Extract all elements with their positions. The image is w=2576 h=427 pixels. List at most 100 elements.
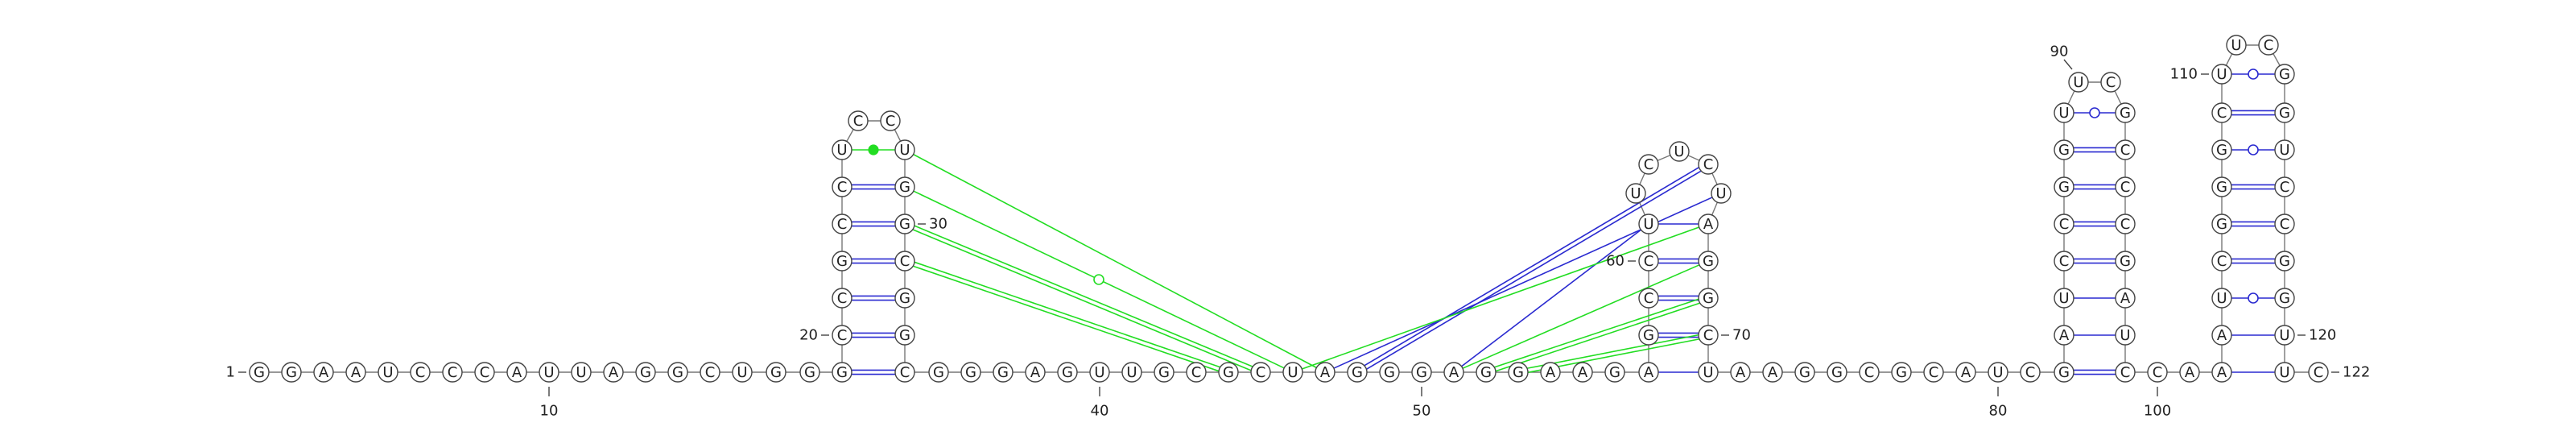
nucleotide-letter: G — [899, 327, 910, 344]
nucleotide-letter: G — [2120, 253, 2131, 270]
position-label: 40 — [1091, 403, 1109, 420]
nucleotide-letter: C — [2120, 216, 2131, 233]
nucleotide-letter: A — [2217, 364, 2227, 381]
nucleotide-circle — [894, 139, 915, 160]
nucleotide-circle — [894, 176, 915, 197]
nucleotide-letter: C — [900, 253, 910, 270]
nucleotide-circle — [2100, 72, 2121, 93]
base-pair — [1462, 264, 1700, 369]
nucleotide-circle — [2115, 251, 2136, 272]
nucleotide-letter: U — [2279, 327, 2289, 344]
nucleotide-letter: G — [1643, 327, 1654, 344]
nucleotide-circle — [2054, 176, 2074, 197]
nucleotide-circle — [2115, 214, 2136, 234]
nucleotide-circle — [2115, 325, 2136, 346]
position-label: 100 — [2144, 403, 2171, 420]
nucleotide-circle — [2115, 362, 2136, 383]
nucleotide-letter: A — [2185, 364, 2195, 381]
nucleotide-circle — [313, 362, 334, 383]
nucleotide-circle — [539, 362, 559, 383]
nucleotide-letter: G — [1609, 364, 1620, 381]
nucleotide-circle — [2274, 362, 2295, 383]
nucleotide-circle — [700, 362, 720, 383]
nucleotide-circle — [928, 362, 949, 383]
nucleotide-letter: G — [2058, 179, 2070, 196]
nucleotide-letter: U — [1630, 185, 1641, 202]
position-label: 1 — [226, 364, 235, 381]
nucleotide-letter: A — [1768, 364, 1778, 381]
nucleotide-circle — [848, 110, 869, 131]
nucleotide-circle — [993, 362, 1013, 383]
nucleotide-circle — [1698, 214, 1719, 234]
nucleotide-letter: G — [770, 364, 782, 381]
base-pair — [1461, 229, 1641, 367]
nucleotide-letter: G — [933, 364, 944, 381]
nucleotide-letter: A — [2120, 290, 2131, 307]
nucleotide-circle — [1057, 362, 1078, 383]
nucleotide-letter: U — [1643, 216, 1653, 233]
nucleotide-circle — [2211, 288, 2232, 309]
nucleotide-circle — [571, 362, 592, 383]
nucleotide-letter: A — [1703, 216, 1714, 233]
nucleotide-letter: G — [2279, 105, 2290, 122]
nucleotide-letter: C — [2120, 364, 2131, 381]
nucleotide-circle — [2054, 288, 2074, 309]
nucleotide-letter: C — [837, 290, 848, 307]
nucleotide-letter: U — [2279, 364, 2289, 381]
nucleotide-circle — [1923, 362, 1944, 383]
nucleotide-circle — [2211, 139, 2232, 160]
nucleotide-letter: G — [1384, 364, 1395, 381]
nucleotide-circle — [2258, 35, 2279, 56]
nucleotide-circle — [2054, 362, 2074, 383]
nucleotide-circle — [1282, 362, 1303, 383]
nucleotide-circle — [1604, 362, 1625, 383]
nucleotide-circle — [894, 251, 915, 272]
position-label: 20 — [799, 327, 818, 344]
nucleotide-letter: G — [997, 364, 1009, 381]
nucleotide-letter: U — [543, 364, 554, 381]
nucleotide-circle — [2274, 139, 2295, 160]
nucleotide-circle — [880, 110, 901, 131]
nucleotide-circle — [1794, 362, 1815, 383]
nucleotide-circle — [2211, 325, 2232, 346]
nucleotide-circle — [894, 325, 915, 346]
nucleotide-letter: G — [2216, 179, 2227, 196]
nucleotide-circle — [1025, 362, 1046, 383]
nucleotide-letter: C — [1864, 364, 1875, 381]
nucleotide-letter: C — [1256, 364, 1266, 381]
nucleotide-letter: C — [2217, 253, 2227, 270]
wobble-marker — [2248, 292, 2259, 304]
nucleotide-circle — [2054, 102, 2074, 123]
nucleotide-letter: A — [1644, 364, 1654, 381]
nucleotide-circle — [1089, 362, 1110, 383]
nucleotide-circle — [2054, 251, 2074, 272]
nucleotide-letter: C — [415, 364, 426, 381]
nucleotide-circle — [603, 362, 624, 383]
wobble-marker — [2248, 68, 2259, 80]
nucleotide-letter: G — [1703, 253, 1714, 270]
nucleotide-circle — [1698, 325, 1719, 346]
nucleotide-circle — [2211, 64, 2232, 85]
nucleotide-letter: A — [1961, 364, 1971, 381]
nucleotide-circle — [2115, 102, 2136, 123]
nucleotide-circle — [2020, 362, 2041, 383]
nucleotide-letter: G — [1703, 290, 1714, 307]
position-label: 10 — [540, 403, 559, 420]
nucleotide-circle — [1711, 183, 1732, 204]
nucleotide-circle — [832, 362, 852, 383]
nucleotide-circle — [2054, 214, 2074, 234]
nucleotide-letter: G — [1799, 364, 1810, 381]
nucleotide-circle — [410, 362, 431, 383]
nucleotide-circle — [378, 362, 398, 383]
nucleotide-circle — [1698, 288, 1719, 309]
nucleotide-circle — [1730, 362, 1751, 383]
nucleotide-circle — [474, 362, 495, 383]
nucleotide-letter: U — [576, 364, 586, 381]
nucleotide-circle — [960, 362, 981, 383]
nucleotide-circle — [2274, 176, 2295, 197]
nucleotide-circle — [2211, 362, 2232, 383]
wobble-marker — [2089, 107, 2100, 118]
nucleotide-letter: C — [2106, 74, 2116, 91]
nucleotide-circle — [2179, 362, 2200, 383]
